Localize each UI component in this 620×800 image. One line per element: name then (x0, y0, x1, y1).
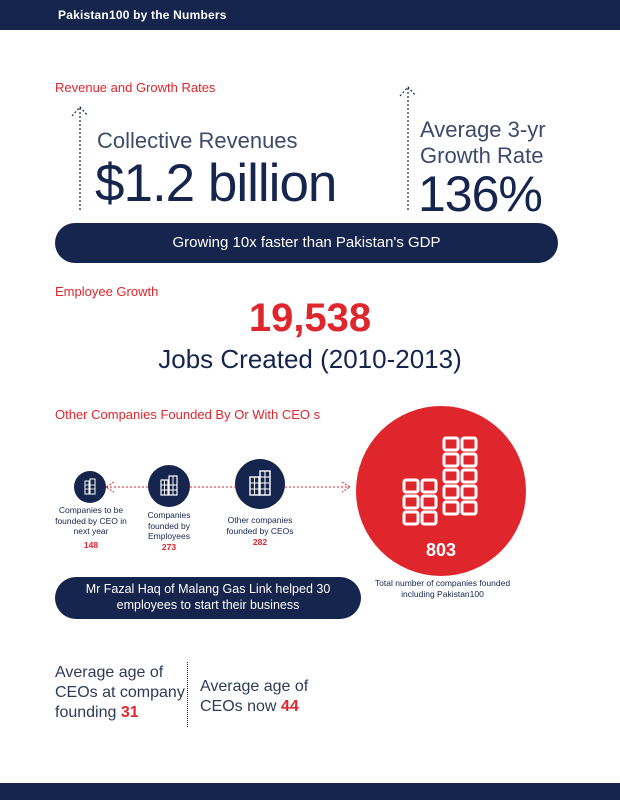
building-icon (148, 465, 190, 507)
up-arrow-icon (396, 84, 420, 214)
age-at-founding-value: 31 (120, 704, 139, 721)
divider (187, 662, 188, 727)
revenues-label: Collective Revenues (97, 128, 298, 153)
companies-by-employees-value: 273 (161, 542, 177, 552)
companies-by-ceos-value: 282 (252, 537, 268, 547)
age-at-founding: Average age of CEOs at company founding … (55, 663, 190, 723)
total-companies-circle (356, 406, 526, 576)
jobs-label: Jobs Created (2010-2013) (158, 344, 462, 374)
companies-by-ceos-label: Other companies founded by CEOs (226, 515, 294, 536)
age-now: Average age of CEOs now 44 (200, 677, 320, 717)
revenues-value: $1.2 billion (95, 154, 337, 213)
dotted-connector (105, 481, 351, 493)
up-arrow-icon (68, 104, 92, 214)
total-companies-value: 803 (425, 540, 457, 560)
companies-next-year-label: Companies to be founded by CEO in next y… (55, 505, 127, 536)
page-title: Pakistan100 by the Numbers (58, 8, 227, 22)
growth-rate-value: 136% (418, 166, 543, 222)
jobs-value: 19,538 (248, 296, 372, 340)
header-bar (0, 0, 620, 30)
employee-heading: Employee Growth (55, 284, 159, 299)
revenue-heading: Revenue and Growth Rates (55, 80, 216, 95)
building-icon (74, 471, 106, 503)
gdp-banner: Growing 10x faster than Pakistan's GDP (55, 223, 558, 263)
total-companies-label: Total number of companies founded includ… (374, 578, 511, 599)
footer-bar (0, 783, 620, 800)
age-at-founding-label: Average age of CEOs at company founding (55, 664, 185, 721)
companies-by-employees-label: Companies founded by Employees (147, 510, 191, 541)
age-now-label: Average age of CEOs now (200, 678, 309, 715)
companies-heading: Other Companies Founded By Or With CEO s (55, 407, 321, 422)
growth-rate-label: Average 3-yr Growth Rate (420, 117, 546, 168)
building-icon (235, 459, 285, 509)
age-now-value: 44 (280, 698, 299, 715)
building-icon (402, 436, 478, 526)
fazal-haq-banner: Mr Fazal Haq of Malang Gas Link helped 3… (55, 577, 361, 619)
companies-next-year-value: 148 (83, 540, 99, 550)
